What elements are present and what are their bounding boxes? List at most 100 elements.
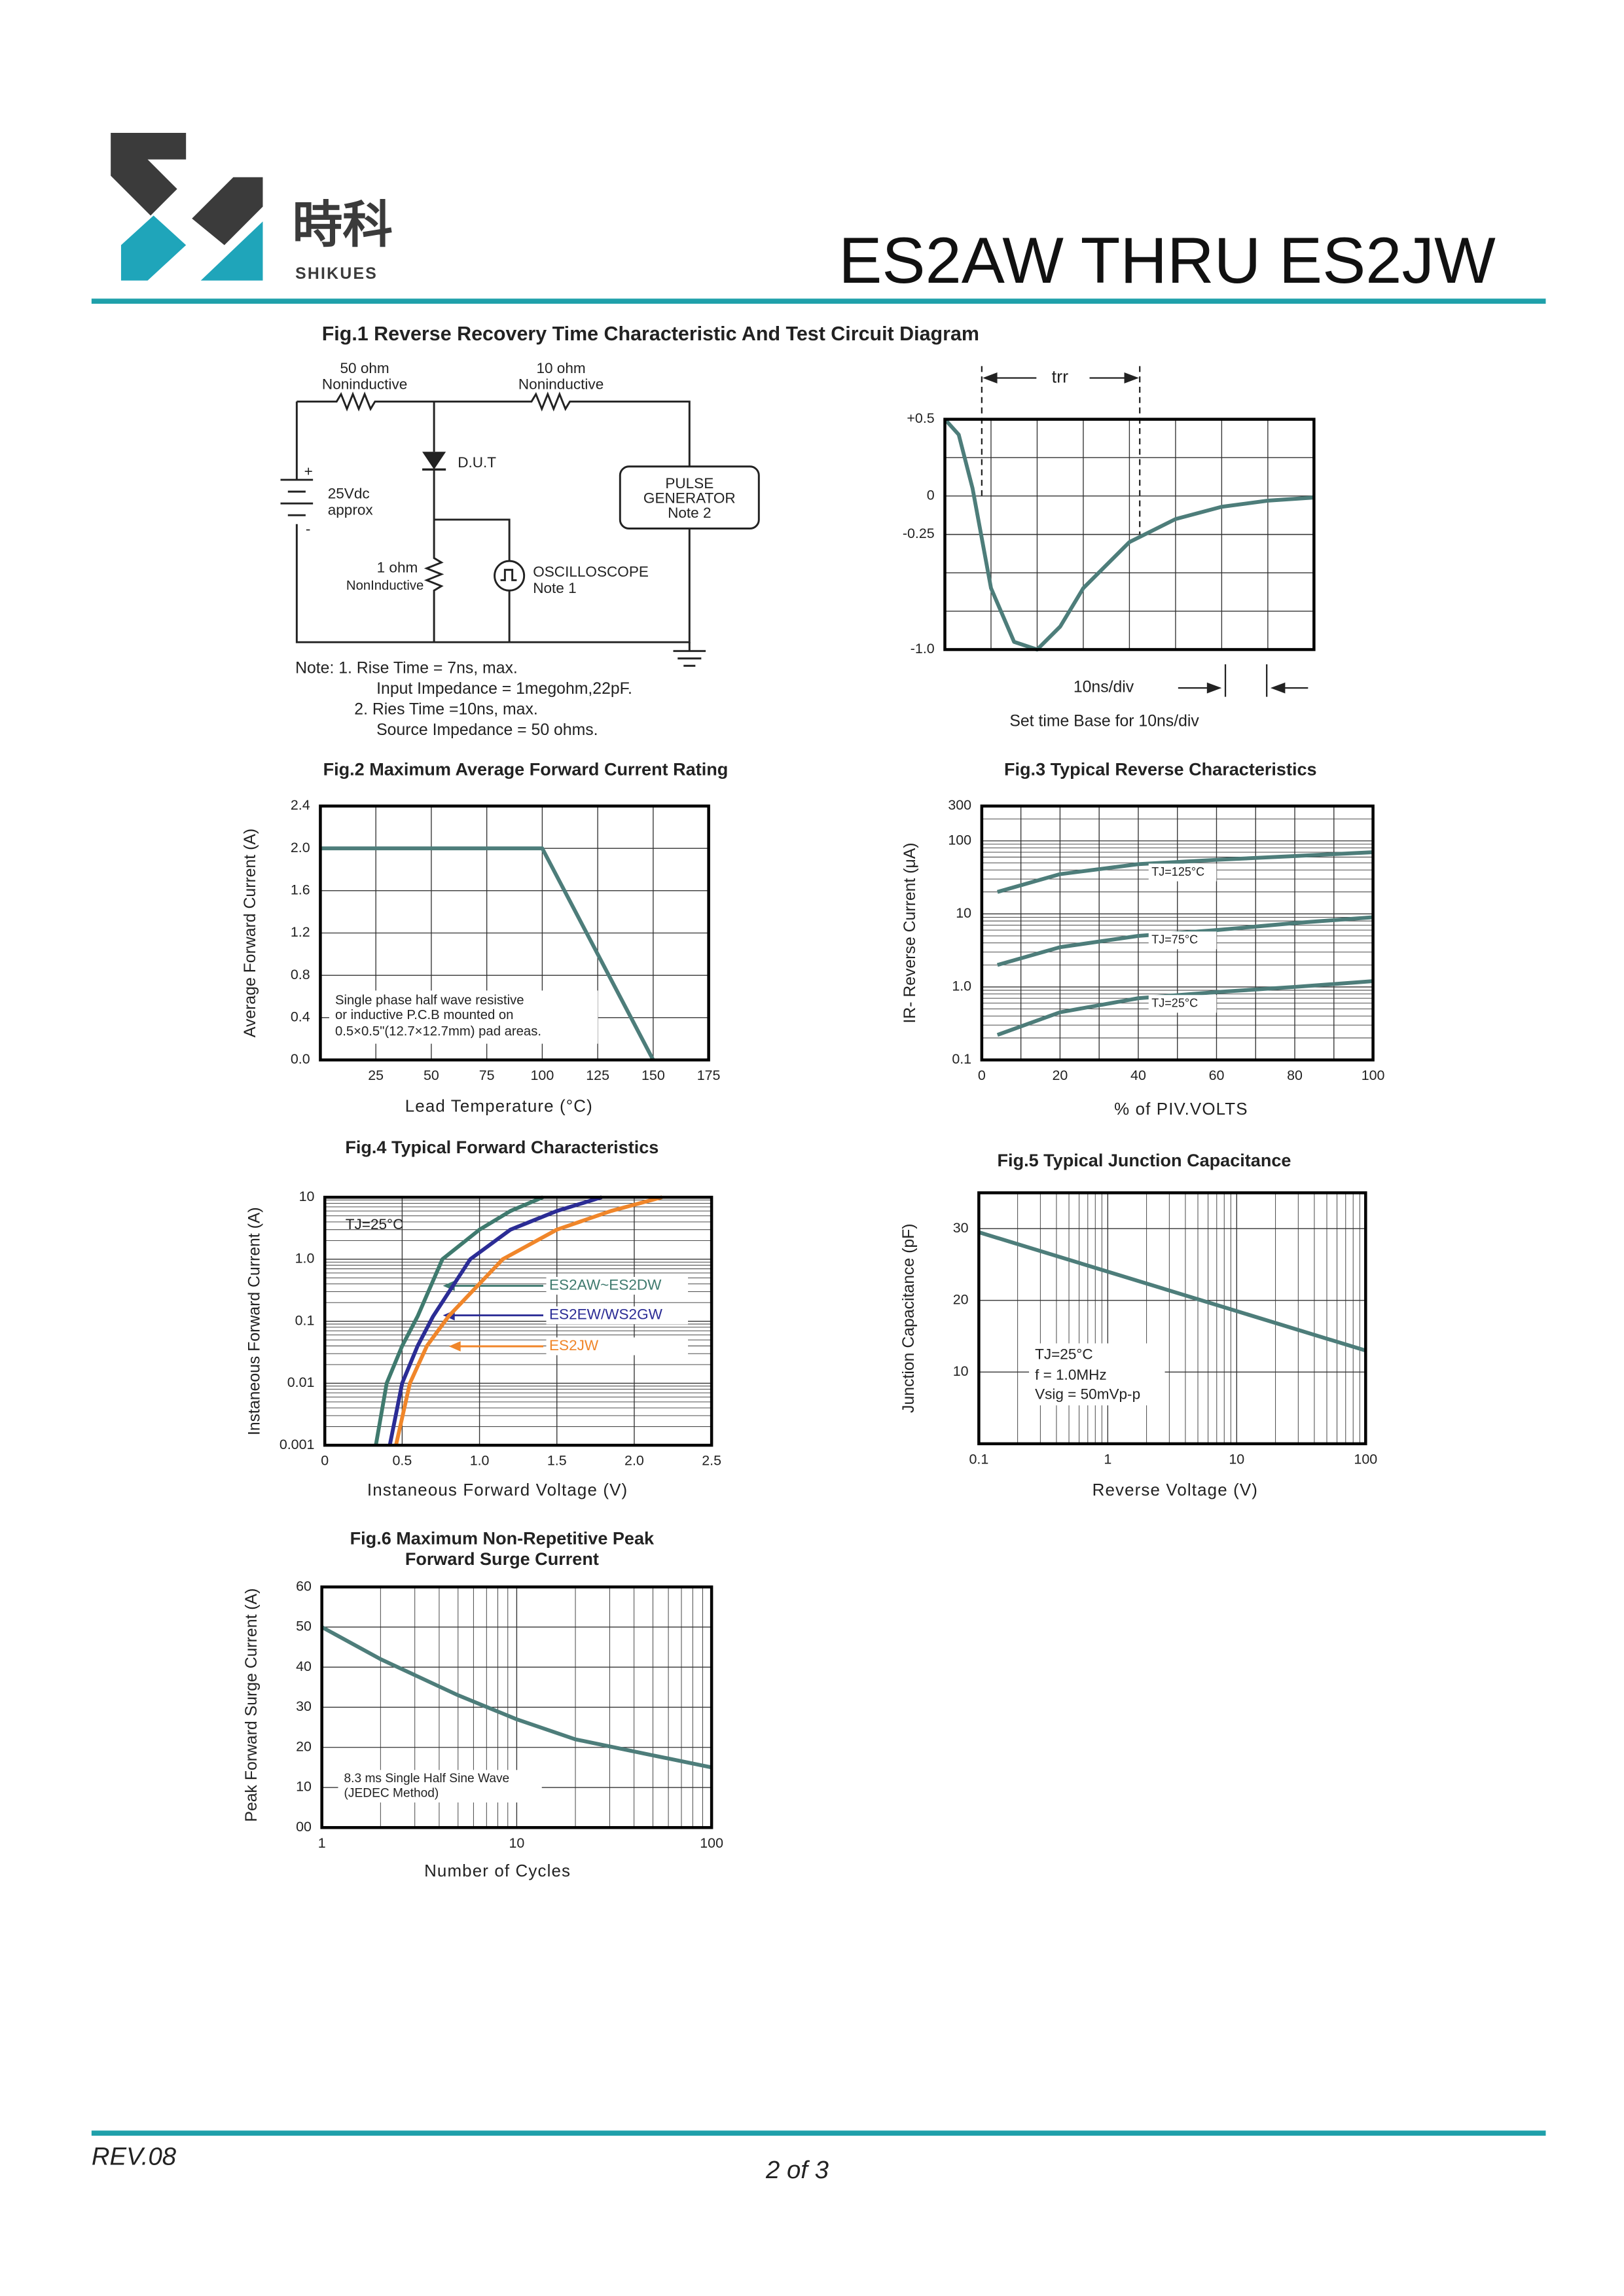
y-axis-label: Instaneous Forward Current (A) bbox=[246, 1207, 264, 1435]
circuit-label: 25Vdc bbox=[328, 486, 370, 502]
chart-title: Fig.6 Maximum Non-Repetitive Peak bbox=[350, 1529, 655, 1549]
logo-shape bbox=[111, 133, 187, 216]
chart-title: Fig.2 Maximum Average Forward Current Ra… bbox=[323, 760, 729, 780]
circuit-label: Noninductive bbox=[518, 376, 604, 393]
x-tick-label: 0 bbox=[321, 1453, 329, 1469]
oscilloscope bbox=[494, 560, 526, 592]
trr-arrow bbox=[983, 372, 1139, 384]
annotation-box bbox=[338, 1770, 542, 1803]
plot-frame bbox=[319, 804, 710, 1062]
logo-shape bbox=[120, 215, 187, 281]
circuit-label: PULSE bbox=[665, 475, 713, 492]
x-tick-label: 1.5 bbox=[547, 1453, 567, 1469]
label-background bbox=[1148, 863, 1217, 882]
circuit-label: + bbox=[304, 463, 313, 480]
y-tick-label: 10 bbox=[296, 1779, 312, 1795]
x-tick-label: 60 bbox=[1209, 1067, 1225, 1083]
label-background bbox=[546, 1306, 689, 1325]
circuit-label: Note 2 bbox=[668, 505, 711, 521]
revision: REV.08 bbox=[92, 2143, 177, 2171]
wire bbox=[424, 401, 511, 643]
x-tick-label: 0.5 bbox=[393, 1453, 412, 1469]
y-tick-label: -0.25 bbox=[903, 526, 935, 541]
y-tick-label: 0.01 bbox=[287, 1374, 315, 1390]
div-arrow bbox=[1178, 664, 1308, 697]
legend-arrowhead bbox=[448, 1341, 461, 1352]
annotation: TJ=25°C bbox=[346, 1216, 404, 1232]
wire bbox=[295, 401, 691, 643]
annotation: 10ns/div bbox=[1074, 679, 1134, 696]
y-tick-label: 0.8 bbox=[291, 967, 310, 982]
circuit-label: 1 ohm bbox=[377, 559, 418, 575]
pulse-icon bbox=[500, 569, 517, 581]
chart: 0.001 0.01 0.1 1.0 10 0 0.5 1.0 1.5 2.0 2.5 ES2AW~E… bbox=[246, 1138, 721, 1499]
series-line bbox=[943, 418, 1314, 652]
y-tick-label: 1.0 bbox=[952, 978, 971, 994]
x-axis-label: Lead Temperature (°C) bbox=[405, 1097, 593, 1115]
x-tick-label: 175 bbox=[697, 1067, 721, 1083]
y-tick-label: 0.1 bbox=[295, 1312, 315, 1328]
note-line: Input Impedance = 1megohm,22pF. bbox=[376, 680, 632, 698]
circuit-label: - bbox=[306, 521, 311, 537]
y-tick-label: 60 bbox=[296, 1578, 312, 1594]
y-tick-label: 40 bbox=[296, 1659, 312, 1674]
diode bbox=[422, 452, 446, 470]
annotation: 0.5×0.5"(12.7×12.7mm) pad areas. bbox=[335, 1024, 541, 1039]
x-tick-label: 50 bbox=[424, 1067, 439, 1083]
y-tick-label: 30 bbox=[296, 1698, 312, 1714]
annotation: Vsig = 50mVp-p bbox=[1035, 1386, 1140, 1402]
circuit-label: GENERATOR bbox=[643, 490, 736, 506]
y-tick-label: -1.0 bbox=[911, 641, 935, 656]
y-tick-label: 100 bbox=[948, 832, 971, 848]
x-tick-label: 10 bbox=[509, 1835, 525, 1851]
y-tick-label: 2.4 bbox=[291, 797, 310, 813]
y-tick-label: 00 bbox=[296, 1819, 312, 1835]
plot-frame bbox=[320, 1585, 713, 1829]
pulse-generator-box bbox=[619, 465, 760, 529]
y-tick-label: 1.6 bbox=[291, 882, 310, 897]
y-tick-label: 1.0 bbox=[295, 1251, 315, 1266]
label-background bbox=[1148, 931, 1217, 950]
circuit-label: NonInductive bbox=[346, 579, 424, 593]
y-tick-label: 0.0 bbox=[291, 1051, 310, 1067]
circuit-label: Noninductive bbox=[322, 376, 407, 393]
x-tick-label: 40 bbox=[1130, 1067, 1146, 1083]
x-tick-label: 1.0 bbox=[470, 1453, 490, 1469]
x-tick-label: 75 bbox=[479, 1067, 495, 1083]
x-axis-label: Instaneous Forward Voltage (V) bbox=[367, 1481, 628, 1499]
annotation: Set time Base for 10ns/div bbox=[1009, 713, 1199, 730]
series-line bbox=[320, 846, 655, 1061]
annotation-box bbox=[329, 990, 598, 1044]
test-circuit: 50 ohm Noninductive 10 ohm Noninductive … bbox=[280, 360, 760, 667]
annotation: trr bbox=[1052, 367, 1069, 387]
legend-label: ES2JW bbox=[549, 1337, 599, 1354]
x-tick-label: 100 bbox=[1354, 1451, 1377, 1467]
y-tick-label: 2.0 bbox=[291, 840, 310, 855]
logo: 時科 SHIKUES bbox=[111, 133, 393, 283]
circuit-label: 10 ohm bbox=[536, 360, 585, 376]
y-tick-label: 10 bbox=[956, 905, 971, 921]
logo-cn: 時科 bbox=[293, 198, 393, 253]
series-line bbox=[374, 1195, 544, 1446]
x-tick-label: 1 bbox=[318, 1835, 326, 1851]
series-line bbox=[321, 1625, 712, 1770]
y-tick-label: 0.001 bbox=[280, 1437, 315, 1452]
x-axis-label: Reverse Voltage (V) bbox=[1092, 1481, 1258, 1499]
annotation: 8.3 ms Single Half Sine Wave bbox=[344, 1772, 510, 1785]
x-tick-label: 2.5 bbox=[702, 1453, 721, 1469]
x-axis-label: Number of Cycles bbox=[424, 1862, 571, 1880]
series-line bbox=[996, 850, 1373, 894]
chart-title: Forward Surge Current bbox=[405, 1549, 599, 1569]
y-tick-label: 10 bbox=[953, 1363, 969, 1379]
y-tick-label: 300 bbox=[948, 797, 971, 813]
annotation-box bbox=[1029, 1343, 1165, 1406]
x-tick-label: 125 bbox=[586, 1067, 609, 1083]
logo-shape bbox=[192, 177, 263, 245]
legend-label: ES2AW~ES2DW bbox=[549, 1276, 662, 1293]
y-tick-label: 20 bbox=[296, 1738, 312, 1754]
chart: 00 10 20 30 40 50 60 1 10 100 Fig.6 Maximum Non-Re… bbox=[243, 1529, 723, 1880]
y-tick-label: 50 bbox=[296, 1619, 312, 1634]
y-tick-label: 1.2 bbox=[291, 924, 310, 940]
